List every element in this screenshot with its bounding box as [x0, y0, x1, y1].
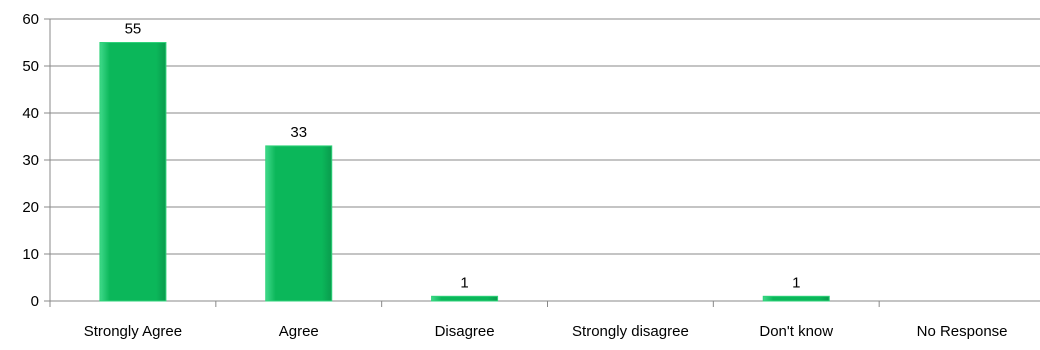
axes [44, 18, 1040, 307]
x-tick-label: Strongly disagree [572, 323, 689, 340]
x-tick-label: Strongly Agree [84, 323, 182, 340]
data-label: 33 [290, 124, 307, 141]
x-tick-label: Don't know [759, 323, 833, 340]
bar [265, 145, 333, 302]
data-label: 55 [125, 21, 142, 38]
y-tick-label: 20 [22, 199, 39, 216]
y-tick-label: 40 [22, 105, 39, 122]
labels: 0 10 20 30 40 50 60 55 Strongly Agree 33 Agree 1 Dis… [22, 11, 1007, 340]
x-tick-label: No Response [917, 323, 1008, 340]
bar [762, 295, 830, 302]
y-tick-label: 60 [22, 11, 39, 28]
x-tick-label: Agree [279, 323, 319, 340]
y-tick-label: 0 [31, 293, 39, 310]
gridlines [50, 18, 1040, 255]
y-tick-label: 30 [22, 152, 39, 169]
y-tick-label: 50 [22, 58, 39, 75]
bar [99, 42, 167, 302]
x-tick-label: Disagree [435, 323, 495, 340]
bars [99, 42, 830, 302]
data-label: 1 [460, 274, 468, 291]
bar [431, 295, 499, 302]
y-tick-label: 10 [22, 246, 39, 263]
data-label: 1 [792, 274, 800, 291]
